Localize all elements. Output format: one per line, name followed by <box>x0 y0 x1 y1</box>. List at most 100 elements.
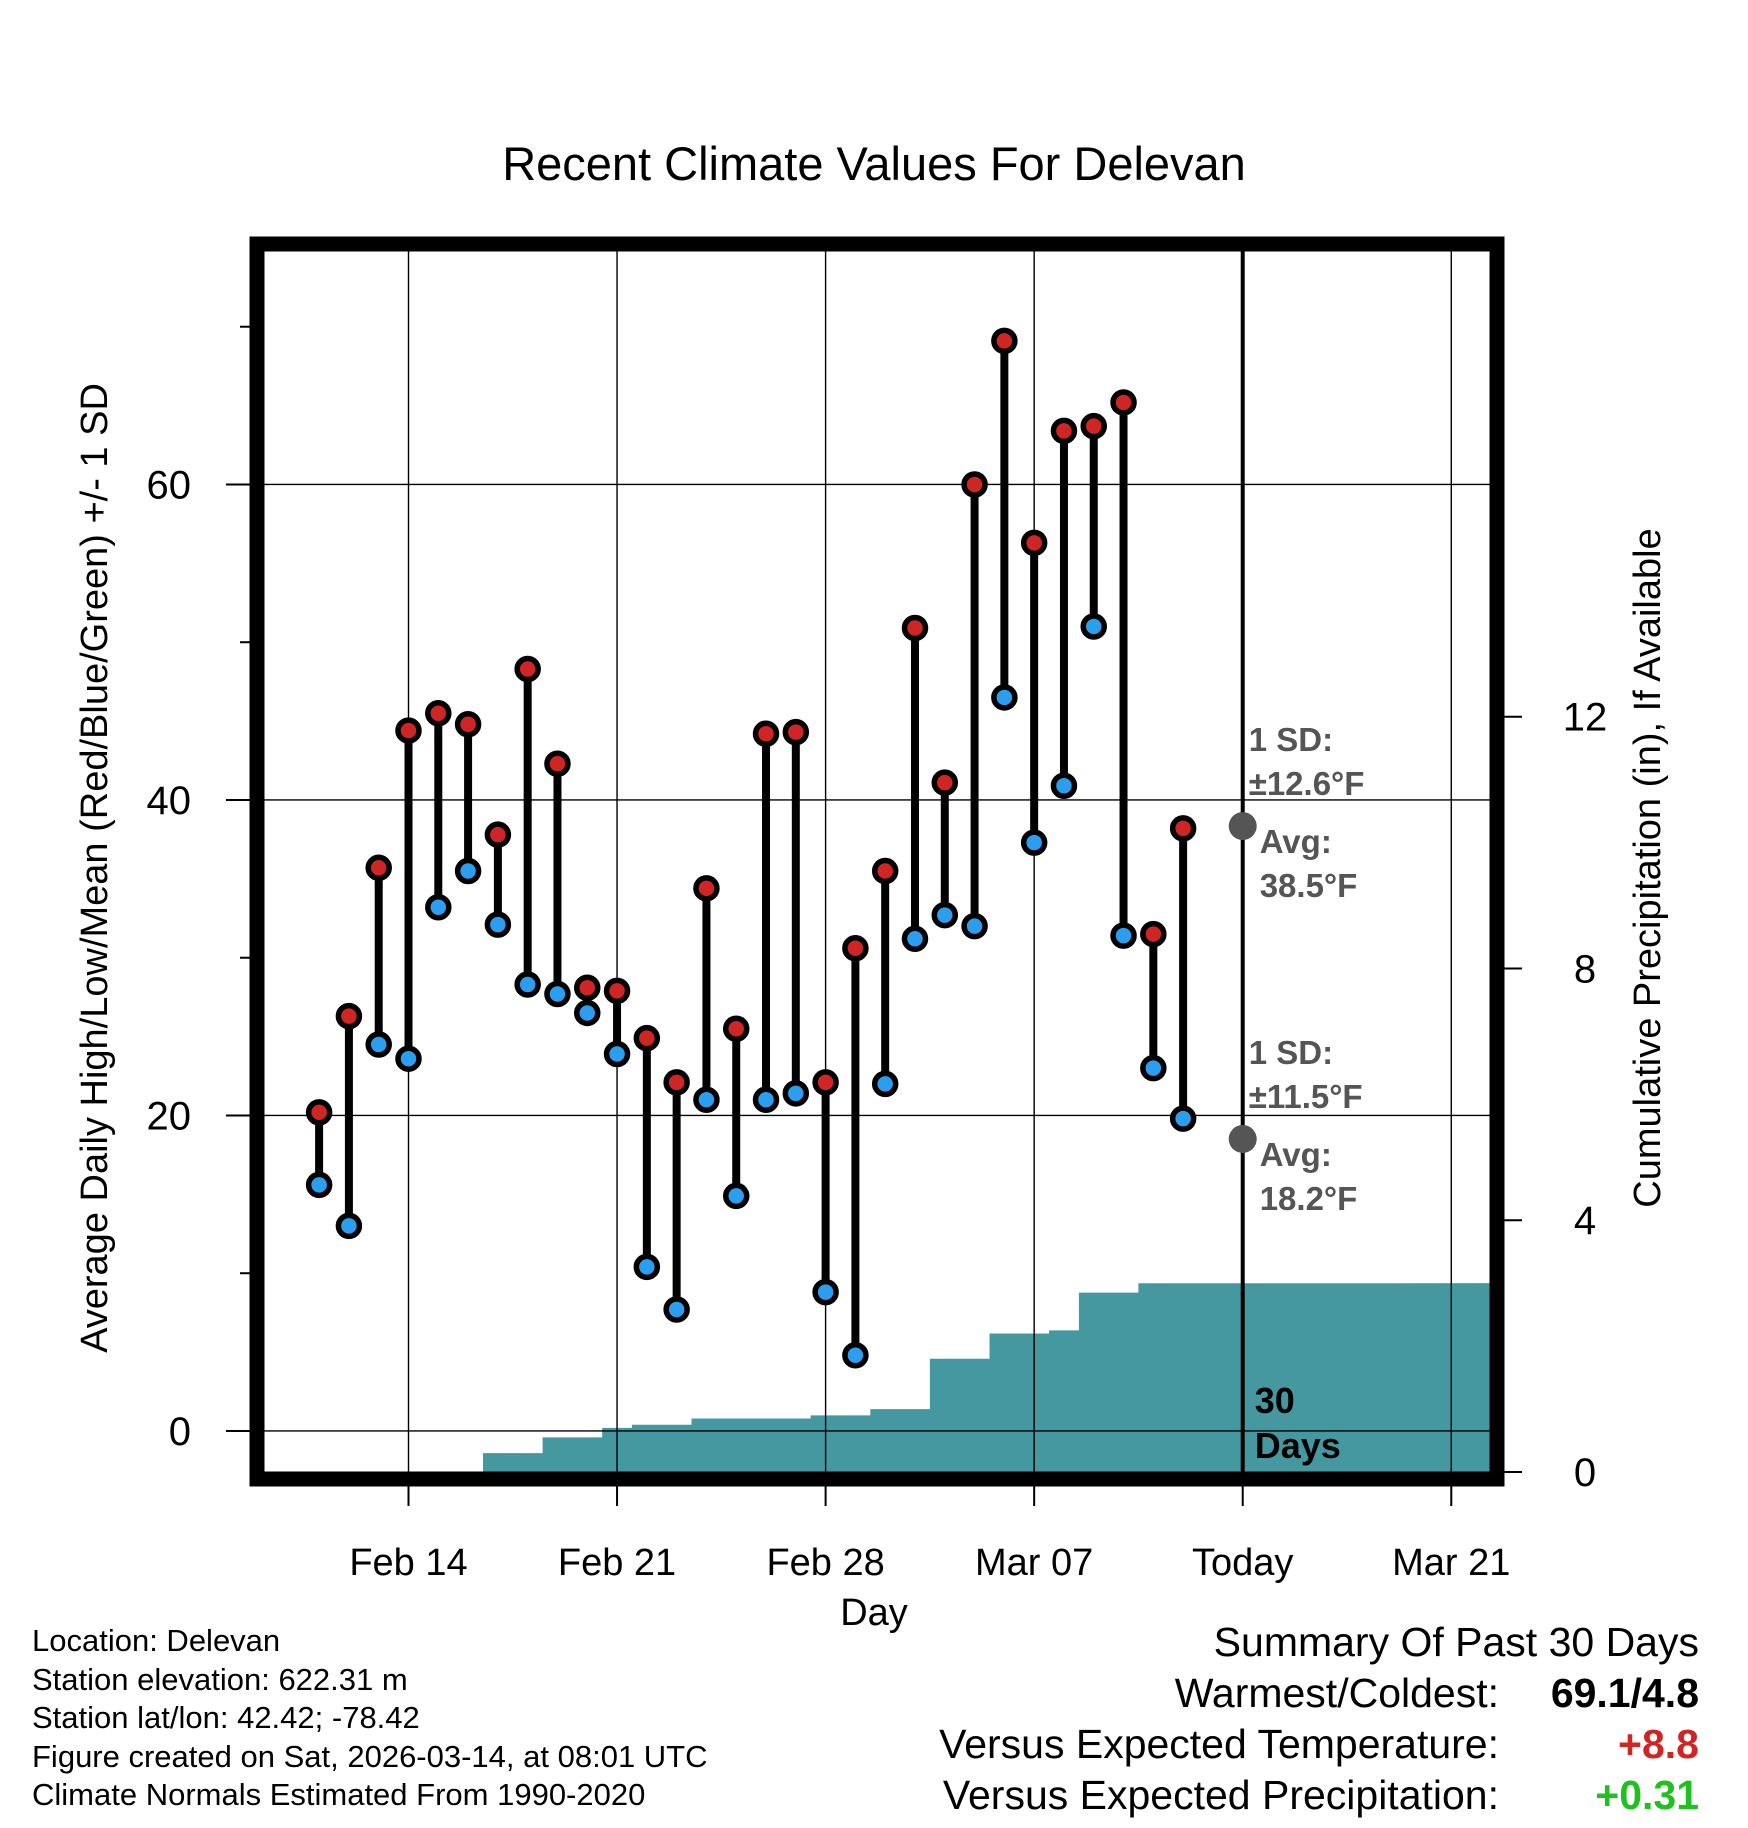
warm-cold-value: 69.1/4.8 <box>1550 1670 1699 1716</box>
daily-low-point <box>693 1086 720 1113</box>
daily-low-point <box>901 925 929 953</box>
daily-high-point <box>663 1069 690 1096</box>
daily-low-point <box>752 1086 780 1113</box>
high-avg-label: Avg: <box>1260 823 1332 860</box>
daily-low-point <box>663 1296 690 1323</box>
daily-high-point <box>931 769 959 796</box>
annotations: 1 SD: ±12.6°F Avg: 38.5°F 1 SD: ±11.5°F Avg: 18… <box>1249 721 1365 1466</box>
daily-high-point <box>574 974 601 1001</box>
latlon-text: Station lat/lon: 42.42; -78.42 <box>32 1700 420 1736</box>
temp-label: Versus Expected Temperature: <box>939 1721 1499 1767</box>
low-avg-value: 18.2°F <box>1260 1180 1358 1217</box>
daily-low-point <box>633 1253 661 1281</box>
warm-cold-label: Warmest/Coldest: <box>1174 1670 1499 1716</box>
daily-high-point <box>961 471 988 498</box>
high-sd-value: ±12.6°F <box>1249 765 1365 802</box>
daily-low-point <box>722 1182 750 1210</box>
daily-high-point <box>1140 920 1167 948</box>
daily-low-point <box>842 1342 869 1369</box>
plot-area <box>304 1283 1490 1472</box>
daily-high-point <box>901 614 929 642</box>
y-axis-label: Average Daily High/Low/Mean (Red/Blue/Gr… <box>74 383 116 1353</box>
daily-high-point <box>991 327 1018 355</box>
daily-high-point <box>1050 417 1078 445</box>
daily-high-point <box>305 1099 333 1126</box>
daily-low-point <box>1050 772 1078 800</box>
low-avg-label: Avg: <box>1260 1136 1332 1173</box>
y2-tick-label: 0 <box>1574 1451 1596 1495</box>
daily-low-point <box>782 1080 810 1107</box>
daily-low-point <box>454 857 482 885</box>
daily-low-point <box>544 980 571 1008</box>
daily-low-point <box>574 999 601 1027</box>
daily-high-point <box>484 821 512 848</box>
period-unit: Days <box>1255 1425 1341 1466</box>
daily-high-point <box>544 750 571 777</box>
daily-high-point <box>365 854 392 882</box>
daily-low-point <box>484 911 512 938</box>
x-tick-label: Today <box>1192 1542 1293 1584</box>
daily-high-point <box>842 935 869 962</box>
daily-high-point <box>1169 815 1197 842</box>
today-normal-low-marker <box>1228 1124 1257 1153</box>
daily-low-point <box>335 1212 363 1240</box>
temp-value: +8.8 <box>1618 1721 1699 1767</box>
daily-high-point <box>603 977 631 1005</box>
daily-low-point <box>961 912 988 940</box>
daily-high-point <box>1080 412 1107 440</box>
y-tick-label: 60 <box>147 463 192 507</box>
x-axis-label: Day <box>840 1592 908 1634</box>
chart-title: Recent Climate Values For Delevan <box>502 137 1246 190</box>
daily-low-point <box>931 901 959 929</box>
daily-low-point <box>305 1171 333 1199</box>
daily-high-point <box>752 720 780 747</box>
high-avg-value: 38.5°F <box>1260 867 1358 904</box>
daily-low-point <box>812 1278 839 1306</box>
period-number: 30 <box>1255 1380 1295 1421</box>
y2-axis-label: Cumulative Precipitation (in), If Availa… <box>1627 528 1669 1207</box>
precip-area <box>304 1283 1490 1472</box>
daily-high-point <box>693 875 720 902</box>
y2-tick-label: 8 <box>1574 947 1596 991</box>
normals-text: Climate Normals Estimated From 1990-2020 <box>32 1777 646 1813</box>
daily-low-point <box>1020 829 1048 856</box>
daily-high-point <box>1020 529 1048 557</box>
summary-title: Summary Of Past 30 Days <box>1213 1619 1699 1665</box>
daily-high-point <box>425 699 452 727</box>
daily-high-point <box>335 1002 363 1030</box>
today-normal-high-marker <box>1228 812 1257 841</box>
daily-high-point <box>1110 389 1137 416</box>
x-tick-label: Mar 07 <box>975 1542 1093 1584</box>
x-tick-label: Feb 28 <box>766 1542 884 1584</box>
daily-low-point <box>395 1045 422 1072</box>
daily-high-point <box>454 711 482 738</box>
x-tick-label: Feb 21 <box>558 1542 676 1584</box>
y2-tick-label: 12 <box>1563 696 1608 740</box>
daily-high-point <box>812 1069 839 1096</box>
summary-precip: Versus Expected Precipitation: +0.31 <box>939 1770 1699 1821</box>
created-text: Figure created on Sat, 2026-03-14, at 08… <box>32 1738 708 1774</box>
daily-low-point <box>425 893 452 921</box>
elevation-text: Station elevation: 622.31 m <box>32 1661 408 1697</box>
data-marks <box>305 327 1257 1369</box>
x-tick-label: Mar 21 <box>1392 1542 1510 1584</box>
daily-high-point <box>782 718 810 746</box>
daily-low-point <box>1169 1105 1197 1132</box>
plot-frame <box>249 236 1505 1487</box>
summary-temp: Versus Expected Temperature: +8.8 <box>939 1719 1699 1770</box>
low-sd-value: ±11.5°F <box>1249 1078 1363 1115</box>
y-tick-label: 0 <box>169 1410 191 1454</box>
y2-tick-label: 4 <box>1574 1199 1596 1243</box>
daily-low-point <box>991 684 1018 711</box>
precip-value: +0.31 <box>1595 1772 1699 1818</box>
y-tick-label: 40 <box>147 779 192 823</box>
station-info: Location: Delevan Station elevation: 622… <box>32 1622 708 1815</box>
daily-high-point <box>871 857 899 885</box>
daily-low-point <box>1110 922 1137 949</box>
daily-low-point <box>1080 613 1107 640</box>
high-sd-label: 1 SD: <box>1249 721 1333 758</box>
summary-warm-cold: Warmest/Coldest: 69.1/4.8 <box>939 1668 1699 1719</box>
daily-low-point <box>871 1070 899 1098</box>
precip-label: Versus Expected Precipitation: <box>942 1772 1499 1818</box>
summary-panel: Summary Of Past 30 Days Warmest/Coldest:… <box>939 1617 1699 1821</box>
